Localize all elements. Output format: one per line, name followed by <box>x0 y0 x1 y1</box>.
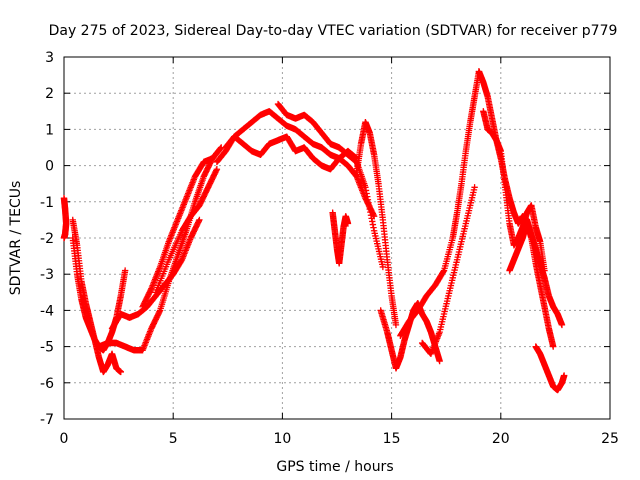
y-tick-label: 3 <box>45 50 54 66</box>
data-series-trace-l <box>329 209 352 267</box>
y-tick-label: -4 <box>40 303 54 319</box>
x-tick-label: 0 <box>60 431 69 447</box>
y-tick-label: -7 <box>40 412 54 428</box>
y-tick-label: -1 <box>40 195 54 211</box>
data-series-trace-e <box>108 216 203 332</box>
data-point <box>392 321 400 329</box>
data-series-trace-r <box>506 220 557 350</box>
data-series-trace-n <box>397 68 483 339</box>
data-point <box>471 184 478 191</box>
x-tick-label: 5 <box>169 431 178 447</box>
data-point <box>121 267 129 274</box>
x-tick-labels: 0 5 10 15 20 25 <box>60 431 619 447</box>
y-tick-label: 1 <box>45 122 54 138</box>
data-series-trace-f <box>139 155 216 310</box>
data-point <box>209 155 216 162</box>
x-tick-label: 15 <box>383 431 401 447</box>
y-tick-label: 0 <box>45 159 54 175</box>
x-tick-label: 25 <box>601 431 619 447</box>
data-point <box>344 220 352 227</box>
y-tick-label: 2 <box>45 86 54 102</box>
data-series-trace-a <box>60 194 70 242</box>
data-series-trace-i <box>222 133 360 173</box>
data-series-trace-h <box>213 108 378 220</box>
y-tick-label: -6 <box>40 376 54 392</box>
data-point <box>550 343 557 350</box>
data-series-trace-o <box>418 184 478 358</box>
data-series-trace-g <box>152 166 221 296</box>
tick-marks <box>63 56 611 420</box>
chart-title: Day 275 of 2023, Sidereal Day-to-day VTE… <box>49 23 618 39</box>
y-tick-label: -2 <box>40 231 54 247</box>
data-point <box>196 216 203 224</box>
data-point <box>560 372 568 379</box>
y-tick-label: -5 <box>40 340 54 356</box>
data-point <box>60 234 68 242</box>
x-tick-label: 10 <box>273 431 291 447</box>
y-tick-labels: 3 2 1 0 -1 -2 -3 -4 -5 -6 -7 <box>40 50 54 428</box>
data-series-trace-q <box>480 108 548 274</box>
x-axis-label: GPS time / hours <box>276 459 393 475</box>
data-point <box>117 368 124 376</box>
data-series-trace-s <box>532 343 568 394</box>
data-points <box>60 68 568 394</box>
data-point <box>541 267 548 274</box>
y-axis-label: SDTVAR / TECUs <box>8 181 24 296</box>
data-point <box>558 321 566 329</box>
data-point <box>436 357 443 365</box>
y-tick-label: -3 <box>40 267 54 283</box>
data-point <box>213 166 221 173</box>
x-tick-label: 20 <box>492 431 510 447</box>
data-series-trace-k <box>353 118 400 329</box>
data-series-trace-j <box>274 100 387 271</box>
